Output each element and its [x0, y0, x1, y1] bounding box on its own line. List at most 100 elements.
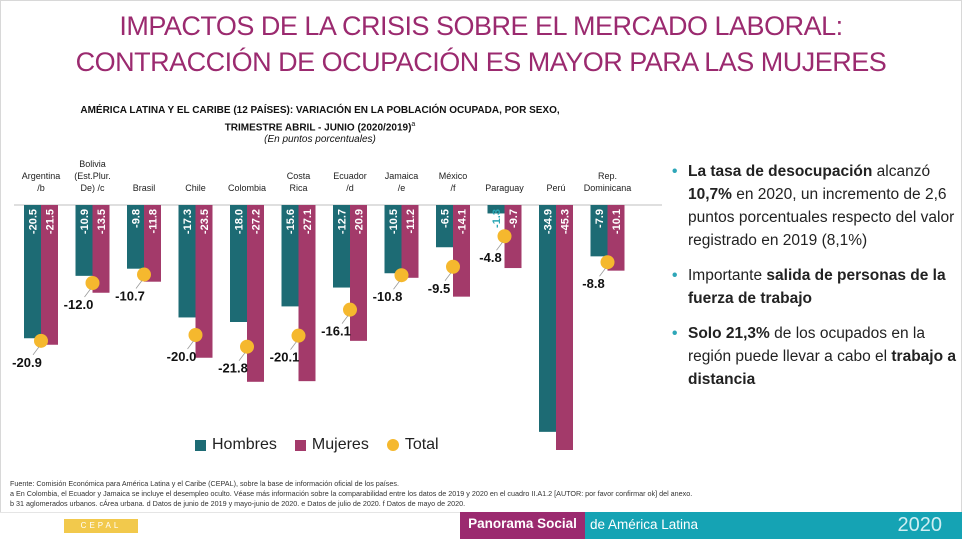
category-label: Paraguay [485, 183, 524, 193]
bullet-1-bold-b: 10,7% [688, 186, 732, 203]
bar-hombres [178, 205, 196, 318]
bar-hombres [281, 205, 299, 307]
legend-swatch-mujeres [294, 439, 306, 451]
leader-line [341, 315, 349, 324]
bar-hombres [230, 205, 247, 322]
value-label-mujeres: -10.1 [611, 209, 623, 234]
leader-line [187, 340, 194, 350]
category-label: /b [37, 183, 45, 193]
leader-line [444, 272, 452, 281]
category-label: Chile [185, 183, 206, 193]
legend-swatch-total [386, 439, 399, 451]
bar-hombres [333, 205, 350, 288]
total-value-label: -8.8 [582, 276, 604, 291]
bar-mujeres [92, 205, 110, 293]
leader-line [32, 346, 40, 356]
value-label-hombres: -17.3 [182, 209, 194, 234]
bar-hombres [487, 205, 505, 214]
bar-mujeres [401, 205, 419, 278]
value-label-hombres: -34.9 [543, 209, 555, 234]
value-label-mujeres: -11.2 [405, 209, 417, 233]
value-label-mujeres: -9.7 [508, 209, 520, 228]
bullet-unemployment: • La tasa de desocupación alcanzó 10,7% … [672, 160, 957, 252]
bar-mujeres [453, 205, 470, 297]
bar-hombres [75, 205, 93, 276]
total-value-label: -20.1 [270, 350, 300, 365]
value-label-mujeres: -45.3 [560, 209, 572, 234]
leader-line [135, 280, 143, 289]
value-label-hombres: -15.6 [285, 209, 297, 234]
value-label-hombres: -7.9 [594, 209, 606, 228]
total-value-label: -16.1 [321, 324, 351, 339]
marker-total [343, 302, 357, 317]
bullet-1-bold-a: La tasa de desocupación [688, 163, 873, 180]
total-value-label: -20.9 [12, 355, 42, 370]
bar-hombres [436, 205, 453, 248]
category-label: /d [346, 183, 354, 193]
category-label: Perú [546, 183, 565, 193]
category-label: /f [450, 183, 456, 193]
bar-chart: Argentina/b -20.5 -21.5 -20.9 Bolivia (Est.Pl… [12, 159, 662, 450]
leader-line [599, 267, 606, 277]
footer-right-block: de América Latina 2020 [585, 512, 962, 539]
category-label: Dominicana [584, 183, 632, 193]
category-label: Brasil [133, 183, 156, 193]
value-label-hombres: -10.9 [79, 209, 91, 234]
leader-line [496, 241, 503, 251]
value-label-hombres: -1.3 [491, 209, 503, 228]
total-value-label: -4.8 [479, 250, 501, 265]
bullet-labor-force: • Importante salida de personas de la fu… [672, 264, 957, 310]
marker-total [497, 229, 512, 244]
bullet-1-text-a: alcanzó [872, 163, 931, 180]
bullet-3-bold-b: trabajo a distancia [688, 348, 956, 388]
title-line-1: IMPACTOS DE LA CRISIS SOBRE EL MERCADO L… [119, 11, 843, 41]
category-label: Bolivia [79, 159, 106, 169]
legend-label-hombres: Hombres [212, 436, 277, 453]
chart-title: AMÉRICA LATINA Y EL CARIBE (12 PAÍSES): … [60, 104, 580, 135]
category-label: Colombia [228, 183, 266, 193]
category-label: /e [398, 183, 406, 193]
legend-item-total: Total [386, 436, 439, 454]
footnote-b: b 31 aglomerados urbanos. cÁrea urbana. … [10, 499, 466, 508]
total-value-label: -10.7 [115, 289, 145, 304]
bullet-remote-work: • Solo 21,3% de los ocupados en la regió… [672, 322, 957, 391]
bullet-icon: • [672, 163, 678, 180]
footer-left: CEPAL [0, 512, 460, 540]
category-label: De) /c [80, 183, 105, 193]
legend-swatch-hombres [195, 439, 206, 451]
bullet-1-text-b: en 2020, un incremento de 2,6 puntos por… [688, 186, 955, 249]
value-label-mujeres: -23.5 [199, 209, 211, 234]
bar-mujeres [556, 205, 573, 450]
chart-title-line-2: TRIMESTRE ABRIL - JUNIO (2020/2019) [224, 122, 412, 134]
bar-hombres [590, 205, 608, 257]
total-value-label: -12.0 [64, 297, 94, 312]
marker-total [240, 339, 254, 354]
bullet-2-bold: salida de personas de la fuerza de traba… [688, 267, 946, 307]
category-label: Jamaica [385, 171, 419, 181]
total-value-label: -20.0 [167, 349, 197, 364]
footnote-source: Fuente: Comisión Económica para América … [10, 479, 399, 488]
bullet-icon: • [672, 325, 678, 342]
bar-hombres [384, 205, 402, 274]
bar-hombres [24, 205, 41, 339]
value-label-hombres: -20.5 [28, 209, 40, 234]
value-label-hombres: -18.0 [234, 209, 246, 234]
bar-mujeres [144, 205, 161, 282]
value-label-mujeres: -20.9 [354, 209, 366, 234]
marker-total [85, 276, 100, 290]
slide-title: IMPACTOS DE LA CRISIS SOBRE EL MERCADO L… [0, 8, 962, 80]
marker-total [188, 328, 203, 342]
footer-subtitle: de América Latina [590, 517, 699, 532]
bar-mujeres [247, 205, 264, 382]
leader-line [238, 352, 246, 361]
category-label: Ecuador [333, 171, 367, 181]
category-label: México [439, 171, 468, 181]
footer-brand-block: Panorama Social [460, 512, 585, 539]
category-label: Costa [287, 171, 311, 181]
footnote-a: a En Colombia, el Ecuador y Jamaica se i… [10, 489, 693, 498]
key-points: • La tasa de desocupación alcanzó 10,7% … [672, 160, 957, 403]
bar-mujeres [41, 205, 58, 345]
legend-item-hombres: Hombres [195, 436, 277, 454]
legend-label-total: Total [404, 436, 439, 453]
value-label-mujeres: -14.1 [457, 209, 469, 234]
